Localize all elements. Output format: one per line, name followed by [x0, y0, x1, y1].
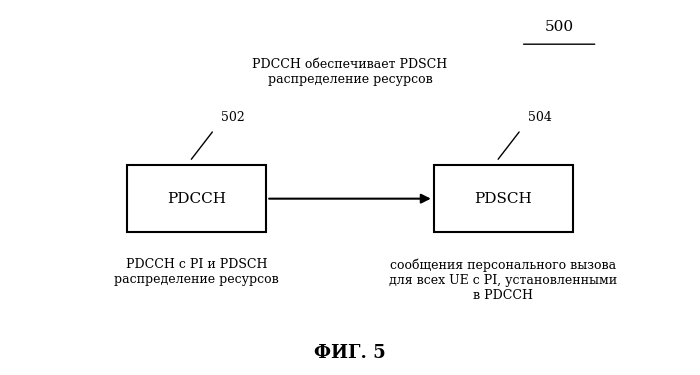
Text: ФИГ. 5: ФИГ. 5: [314, 345, 386, 363]
FancyBboxPatch shape: [434, 165, 573, 232]
Text: PDCCH обеспечивает PDSCH
распределение ресурсов: PDCCH обеспечивает PDSCH распределение р…: [253, 58, 447, 86]
Text: 504: 504: [528, 111, 552, 124]
Text: PDCCH с PI и PDSCH
распределение ресурсов: PDCCH с PI и PDSCH распределение ресурсо…: [114, 258, 279, 286]
Text: PDSCH: PDSCH: [475, 192, 532, 206]
Text: 502: 502: [221, 111, 245, 124]
Text: PDCCH: PDCCH: [167, 192, 226, 206]
FancyBboxPatch shape: [127, 165, 266, 232]
Text: 500: 500: [545, 21, 574, 34]
Text: сообщения персонального вызова
для всех UE с PI, установленными
в PDCCH: сообщения персонального вызова для всех …: [389, 258, 617, 302]
